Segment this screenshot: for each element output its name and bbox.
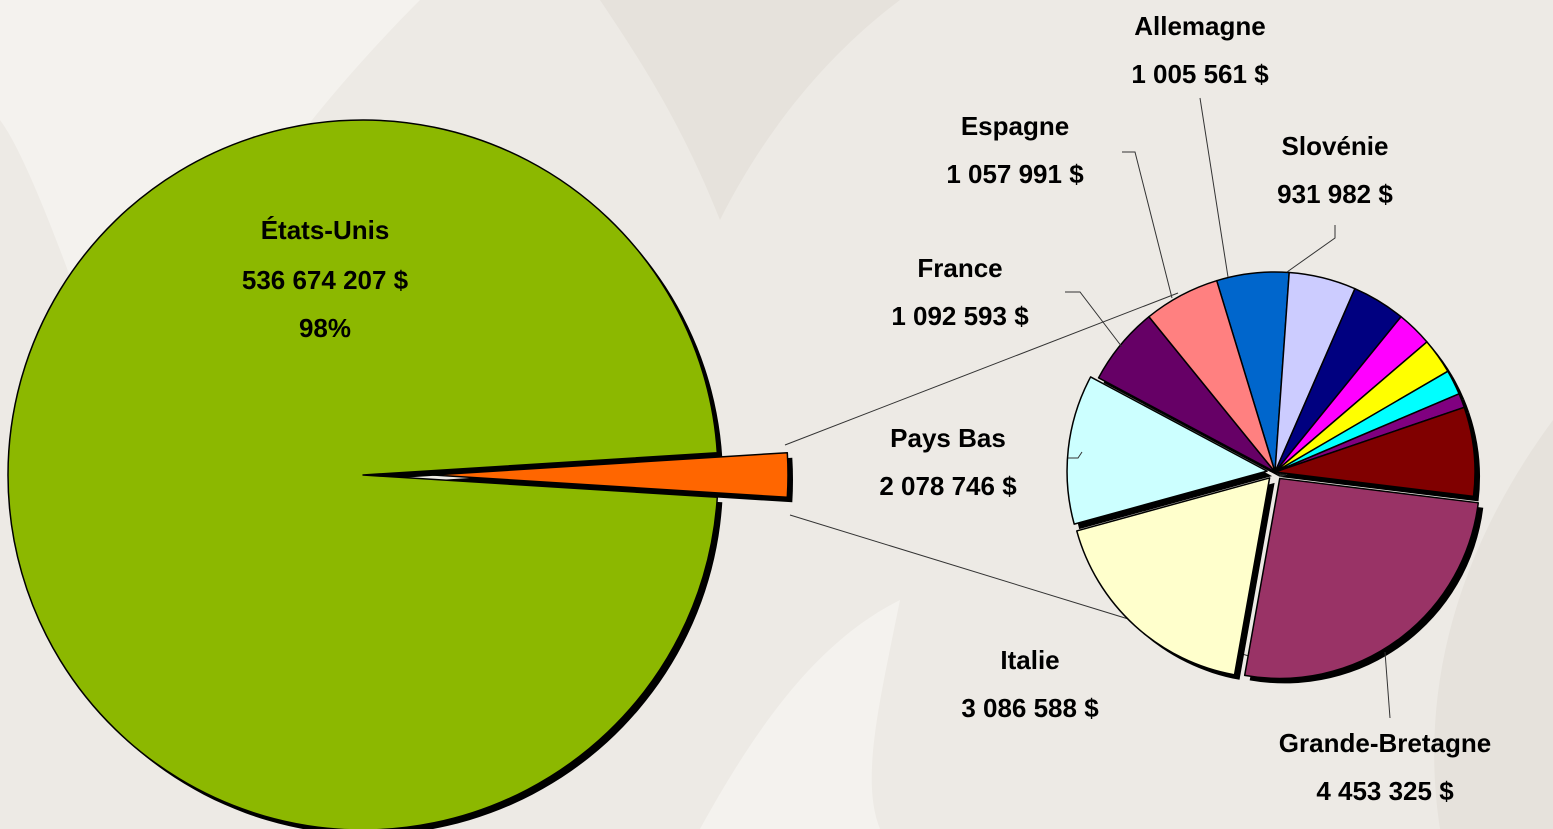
- labels: États-Unis 536 674 207 $ 98% Allemagne 1 005…: [242, 11, 1491, 806]
- data-label: 536 674 207 $: [242, 265, 409, 295]
- data-label: 98%: [299, 313, 351, 343]
- pie-slice: [1076, 477, 1271, 676]
- data-label: États-Unis: [261, 215, 390, 245]
- pie-slice: [1243, 477, 1480, 680]
- leader-line: [1068, 451, 1083, 459]
- data-label: Allemagne: [1134, 11, 1266, 41]
- data-label: Grande-Bretagne: [1279, 728, 1491, 758]
- data-label: Italie: [1000, 645, 1059, 675]
- data-label: 2 078 746 $: [879, 471, 1017, 501]
- leader-line: [1384, 651, 1391, 719]
- pie-slice: [1274, 406, 1476, 498]
- data-label: France: [917, 253, 1002, 283]
- leader-line: [1122, 151, 1173, 299]
- data-label: 1 092 593 $: [891, 301, 1029, 331]
- data-label: 3 086 588 $: [961, 693, 1099, 723]
- leader-line: [1065, 291, 1123, 348]
- data-label: 1 057 991 $: [946, 159, 1084, 189]
- pie-slice: [1148, 279, 1276, 473]
- data-label: Pays Bas: [890, 423, 1006, 453]
- pie-slice: [7, 119, 719, 829]
- pie-slice: [432, 451, 789, 499]
- leader-line: [1286, 225, 1336, 273]
- data-label: 4 453 325 $: [1316, 776, 1454, 806]
- slices: [7, 119, 1484, 829]
- connector-line: [784, 292, 1179, 446]
- data-label: Slovénie: [1282, 131, 1389, 161]
- pie-slice: [1066, 376, 1268, 525]
- data-label: Espagne: [961, 111, 1069, 141]
- leader-line: [1199, 97, 1229, 278]
- data-label: 1 005 561 $: [1131, 59, 1269, 89]
- data-label: 931 982 $: [1277, 179, 1393, 209]
